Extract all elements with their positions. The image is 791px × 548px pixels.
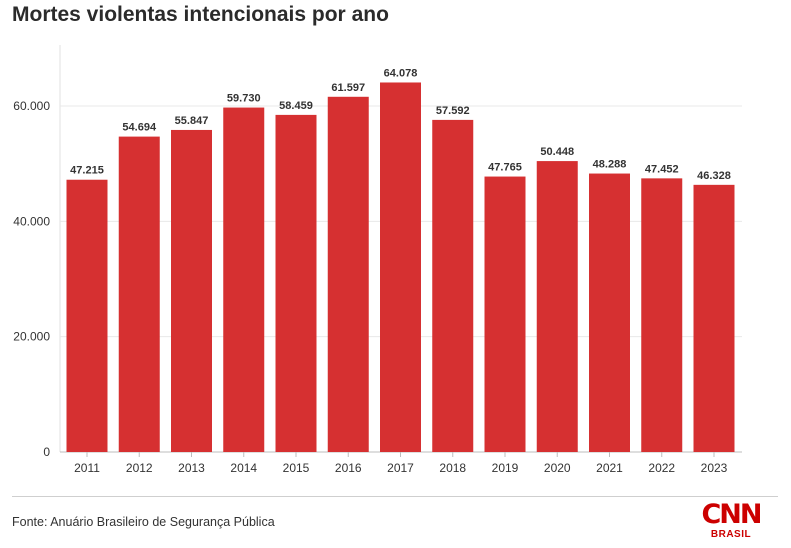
- bar: [275, 114, 317, 452]
- data-label: 47.765: [488, 162, 522, 174]
- x-tick-label: 2013: [178, 461, 205, 475]
- bar: [693, 184, 735, 453]
- y-tick-label: 40.000: [13, 214, 50, 228]
- data-label: 55.847: [175, 115, 209, 127]
- x-tick-label: 2022: [648, 461, 675, 475]
- source-note: Fonte: Anuário Brasileiro de Segurança P…: [12, 515, 275, 529]
- x-tick-label: 2017: [387, 461, 414, 475]
- x-tick-label: 2020: [544, 461, 571, 475]
- data-label: 54.694: [122, 122, 157, 134]
- bar: [327, 96, 369, 452]
- x-tick-label: 2016: [335, 461, 362, 475]
- chart-title: Mortes violentas intencionais por ano: [12, 3, 389, 26]
- cnn-brasil-logo: CNN BRASIL: [700, 500, 762, 544]
- bar: [641, 178, 683, 452]
- bar: [118, 136, 160, 452]
- logo-name: CNN: [701, 499, 762, 530]
- bar: [536, 161, 578, 453]
- x-tick-label: 2023: [701, 461, 728, 475]
- data-label: 47.215: [70, 165, 104, 177]
- data-label: 59.730: [227, 93, 261, 105]
- bar: [589, 173, 630, 453]
- bar: [171, 129, 212, 452]
- x-tick-label: 2011: [74, 461, 100, 475]
- x-tick-label: 2012: [126, 461, 153, 475]
- x-tick-label: 2018: [439, 461, 466, 475]
- bar: [484, 176, 526, 452]
- y-tick-label: 0: [43, 445, 50, 459]
- logo-sub: BRASIL: [710, 529, 752, 540]
- bar: [223, 107, 265, 452]
- bar: [66, 179, 108, 452]
- bar-chart: 0 20.000 40.000 60.000 47.215 2011 54.694 2012 5…: [13, 45, 742, 475]
- y-tick-label: 20.000: [13, 330, 50, 344]
- x-tick-label: 2014: [230, 461, 257, 475]
- data-label: 58.459: [279, 100, 313, 112]
- bar: [380, 82, 421, 453]
- data-label: 57.592: [436, 105, 470, 117]
- bar: [432, 119, 474, 452]
- x-tick-label: 2019: [492, 461, 519, 475]
- data-label: 64.078: [384, 67, 418, 79]
- data-label: 48.288: [593, 159, 627, 171]
- x-tick-label: 2015: [283, 461, 310, 475]
- data-label: 46.328: [697, 170, 731, 182]
- footer-divider: [12, 496, 778, 497]
- y-tick-label: 60.000: [13, 99, 50, 113]
- data-label: 50.448: [540, 146, 574, 158]
- data-label: 61.597: [331, 82, 365, 94]
- x-tick-label: 2021: [596, 461, 623, 475]
- data-label: 47.452: [645, 163, 679, 175]
